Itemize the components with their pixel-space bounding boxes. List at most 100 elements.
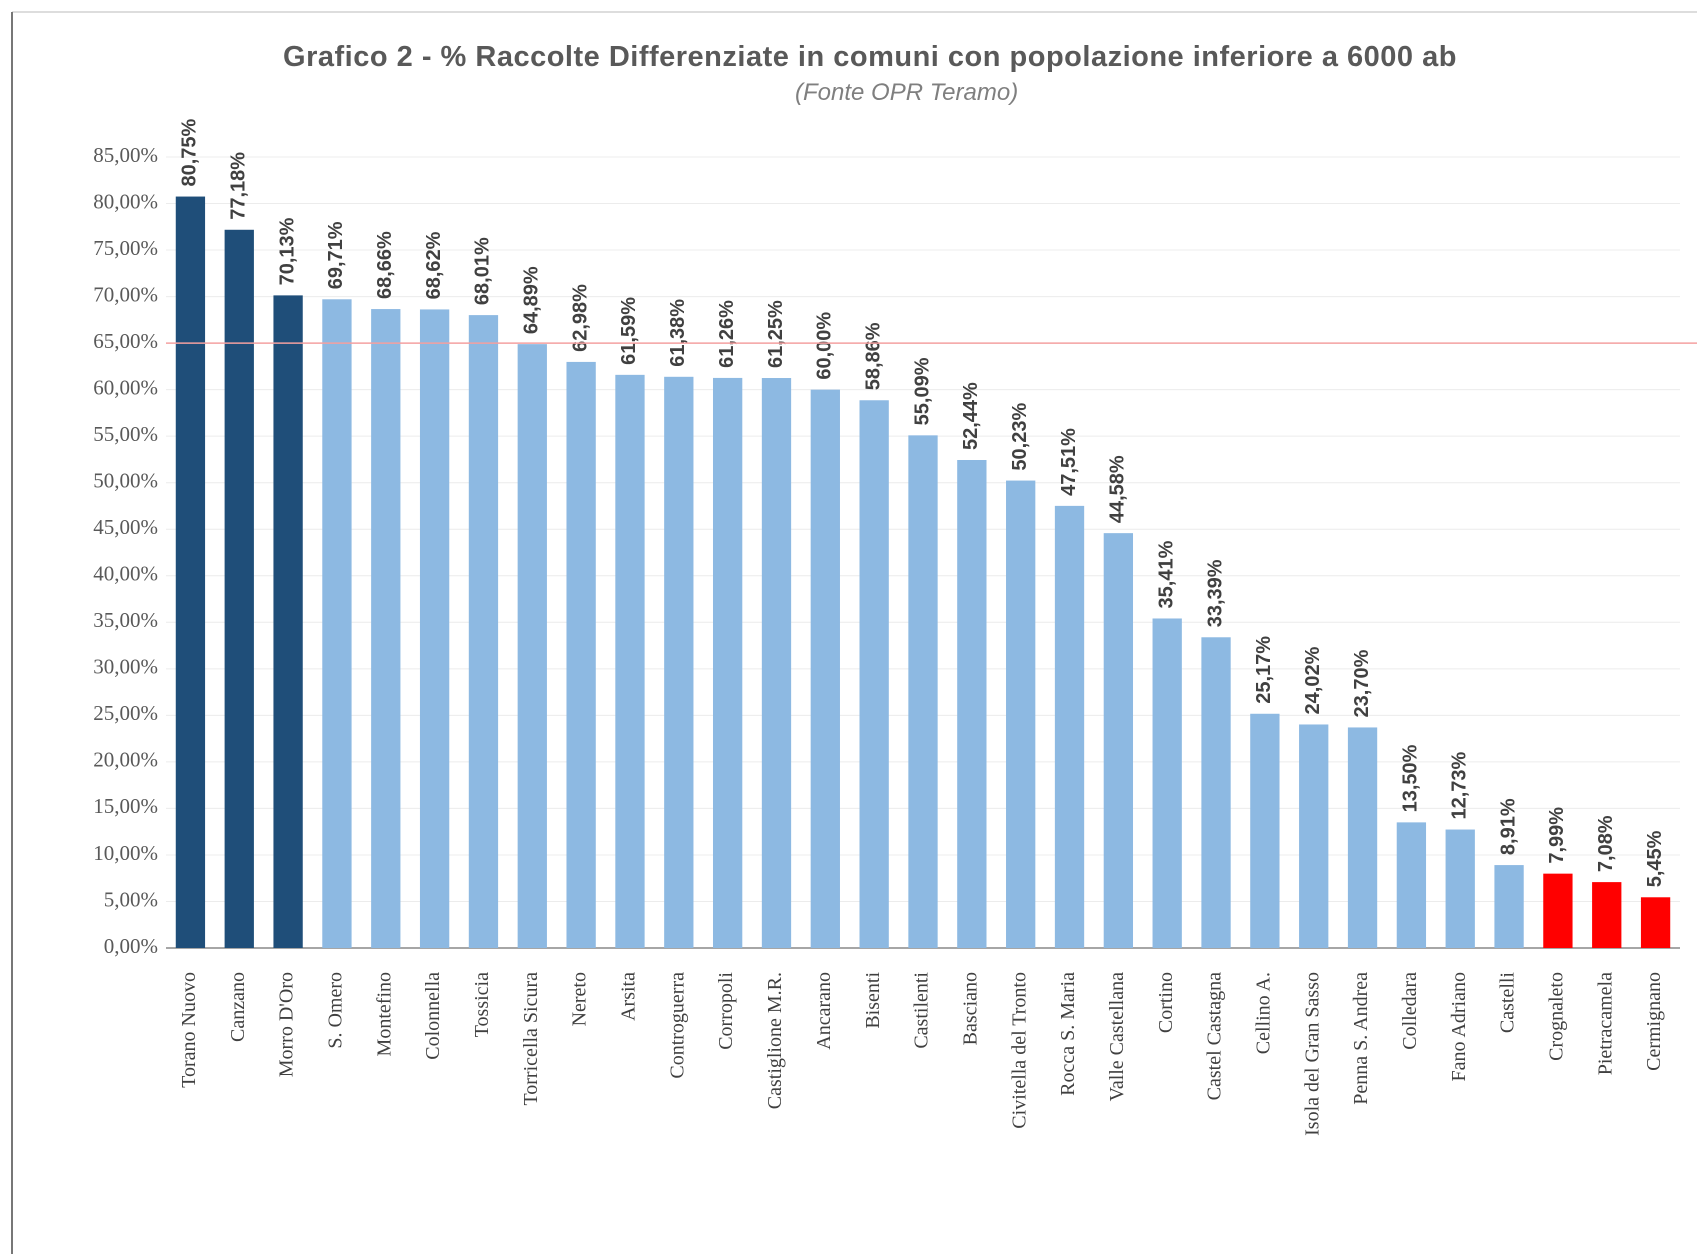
x-tick-label: Tossicia — [471, 972, 493, 1037]
x-tick-label: Cortino — [1155, 972, 1177, 1033]
value-label: 7,99% — [1546, 807, 1568, 864]
value-label: 64,89% — [521, 266, 543, 334]
x-tick-label: Cellino A. — [1252, 972, 1274, 1054]
y-tick-label: 20,00% — [93, 748, 158, 772]
value-label: 24,02% — [1302, 646, 1324, 714]
bar — [712, 377, 743, 949]
x-tick-label: Valle Castellana — [1106, 972, 1128, 1102]
bar — [175, 196, 206, 949]
value-label: 13,50% — [1400, 744, 1422, 812]
bar — [1640, 897, 1671, 948]
x-tick-label: Castelli — [1497, 972, 1519, 1034]
x-tick-label: Colonnella — [422, 972, 444, 1060]
chart-subtitle: (Fonte OPR Teramo) — [795, 79, 1019, 106]
x-tick-label: Rocca S. Maria — [1057, 972, 1079, 1096]
bar — [1103, 533, 1134, 948]
y-tick-label: 5,00% — [104, 887, 158, 911]
x-tick-label: Basciano — [959, 972, 981, 1045]
chart-title: Grafico 2 - % Raccolte Differenziate in … — [283, 41, 1457, 73]
value-label: 77,18% — [228, 152, 250, 220]
y-tick-label: 85,00% — [93, 143, 158, 167]
value-label: 61,26% — [716, 300, 738, 368]
y-tick-label: 10,00% — [93, 841, 158, 865]
y-tick-label: 55,00% — [93, 422, 158, 446]
x-tick-label: Corropoli — [715, 972, 737, 1050]
y-tick-label: 30,00% — [93, 655, 158, 679]
x-tick-label: Isola del Gran Sasso — [1301, 972, 1323, 1136]
value-label: 60,00% — [814, 312, 836, 380]
x-tick-label: Crognaleto — [1545, 972, 1567, 1061]
x-tick-label: Arsita — [618, 972, 640, 1021]
bar — [1543, 873, 1573, 948]
x-tick-label: Nereto — [569, 972, 591, 1026]
bar — [1445, 829, 1475, 948]
bar — [957, 459, 987, 948]
x-tick-label: S. Omero — [325, 972, 347, 1049]
bar — [908, 435, 938, 948]
bar — [1396, 822, 1427, 948]
y-tick-label: 25,00% — [93, 701, 158, 725]
bar — [615, 374, 645, 948]
y-tick-label: 70,00% — [93, 282, 158, 306]
bar — [1152, 618, 1182, 948]
y-tick-label: 80,00% — [93, 189, 158, 213]
value-label: 23,70% — [1351, 649, 1373, 717]
x-tick-label: Penna S. Andrea — [1350, 972, 1372, 1105]
y-tick-label: 60,00% — [93, 375, 158, 399]
y-tick-label: 0,00% — [104, 934, 158, 958]
value-label: 61,25% — [765, 300, 787, 368]
value-label: 8,91% — [1497, 798, 1519, 855]
value-label: 7,08% — [1595, 815, 1617, 872]
bar — [1347, 727, 1378, 948]
value-label: 58,86% — [862, 322, 884, 390]
x-tick-label: Bisenti — [862, 972, 884, 1029]
value-label: 61,38% — [667, 299, 689, 367]
y-tick-label: 35,00% — [93, 608, 158, 632]
x-tick-label: Controguerra — [666, 972, 688, 1079]
bar — [1592, 882, 1622, 948]
bar — [1299, 724, 1329, 948]
y-tick-label: 50,00% — [93, 469, 158, 493]
x-tick-label: Canzano — [227, 972, 249, 1042]
value-label: 68,66% — [374, 231, 396, 299]
value-label: 68,62% — [423, 231, 445, 299]
x-tick-label: Castilenti — [911, 972, 933, 1049]
x-tick-label: Pietracamela — [1594, 972, 1616, 1075]
y-tick-label: 75,00% — [93, 236, 158, 260]
x-tick-label: Castiglione M.R. — [764, 972, 786, 1109]
bar — [1201, 637, 1231, 948]
value-label: 5,45% — [1644, 830, 1666, 887]
bar — [664, 376, 694, 948]
x-tick-label: Torricella Sicura — [520, 972, 542, 1106]
y-tick-label: 65,00% — [93, 329, 158, 353]
bar — [273, 295, 303, 948]
value-label: 50,23% — [1009, 403, 1031, 471]
value-label: 62,98% — [569, 284, 591, 352]
x-tick-label: Ancarano — [813, 972, 835, 1050]
bar — [1494, 865, 1524, 948]
bar — [517, 344, 547, 948]
value-label: 80,75% — [179, 119, 201, 187]
y-tick-label: 40,00% — [93, 562, 158, 586]
x-tick-label: Fano Adriano — [1448, 972, 1470, 1081]
value-label: 70,13% — [276, 217, 298, 285]
x-tick-label: Castel Castagna — [1204, 972, 1226, 1100]
bar — [1006, 480, 1036, 948]
bar — [224, 229, 254, 949]
value-label: 55,09% — [911, 357, 933, 425]
x-tick-label: Morro D'Oro — [276, 972, 298, 1077]
value-label: 25,17% — [1253, 636, 1275, 704]
value-label: 69,71% — [325, 221, 347, 289]
value-label: 44,58% — [1107, 455, 1129, 523]
bar — [1250, 713, 1280, 948]
value-label: 33,39% — [1204, 559, 1226, 627]
value-label: 68,01% — [472, 237, 494, 305]
x-tick-label: Civitella del Tronto — [1008, 972, 1030, 1129]
value-label: 35,41% — [1155, 540, 1177, 608]
bar — [810, 389, 840, 948]
bar — [859, 400, 889, 949]
bar — [566, 361, 596, 948]
bar — [761, 378, 792, 948]
